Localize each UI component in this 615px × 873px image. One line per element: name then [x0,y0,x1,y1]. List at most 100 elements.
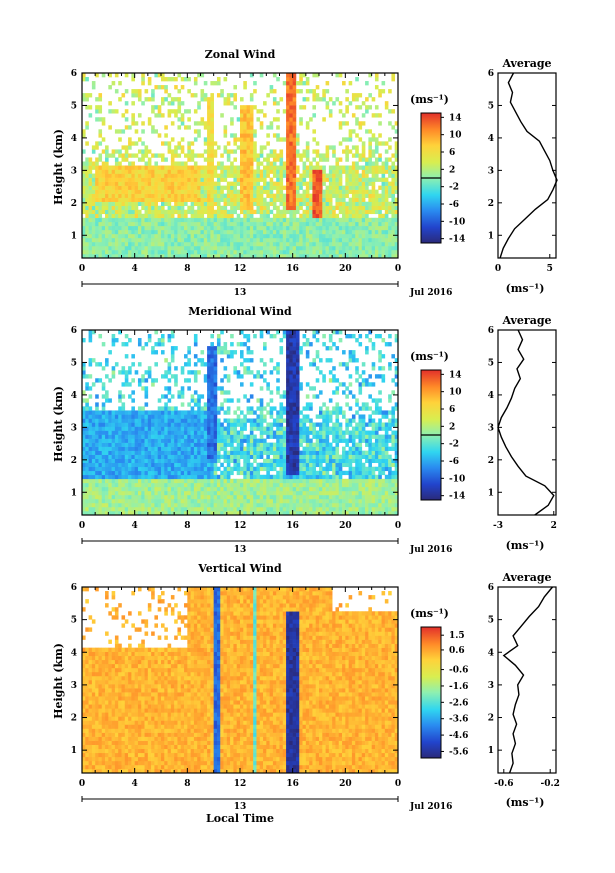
heatmap-cell [203,157,208,162]
heatmap-cell [338,237,343,243]
heatmap-cell [213,153,218,158]
heatmap-cell [200,466,205,472]
heatmap-cell [355,161,359,166]
heatmap-cell [144,185,149,190]
heatmap-cell [118,490,122,496]
heatmap-cell [325,249,330,255]
heatmap-cells [82,330,399,516]
heatmap-cell [180,77,185,82]
heatmap-cell [233,466,238,472]
heatmap-cell [161,245,165,251]
heatmap-cell [128,153,132,158]
heatmap-cell [345,205,349,211]
heatmap-cell [266,402,270,407]
heatmap-cell [141,430,145,435]
heatmap-cell [312,129,317,134]
heatmap-cell [164,490,168,496]
heatmap-cell [368,233,372,239]
heatmap-cell [210,197,214,202]
heatmap-cell [184,229,188,235]
heatmap-cell [378,205,382,211]
heatmap-cell [332,145,336,150]
heatmap-cell [361,237,366,243]
heatmap-cell [246,161,251,166]
heatmap-cell [151,89,155,94]
heatmap-cell [299,197,303,202]
heatmap-cell [266,241,270,247]
heatmap-cell [121,482,126,488]
heatmap-cell [174,502,178,508]
heatmap-cell [118,422,122,427]
heatmap-cell [118,482,122,488]
heatmap-cell [200,430,205,435]
heatmap-cell [111,502,116,508]
heatmap-cell [276,209,280,215]
heatmap-cell [124,458,129,464]
heatmap-cell [272,169,277,174]
heatmap-cell [309,193,313,198]
heatmap-cell [361,253,366,259]
heatmap-cell [328,209,333,215]
heatmap-cell [263,173,267,178]
heatmap-cell [312,225,317,231]
heatmap-cell [381,237,386,243]
heatmap-cell [276,370,280,375]
heatmap-cell [137,93,142,98]
heatmap-cell [190,474,195,480]
heatmap-cell [269,197,274,202]
heatmap-cell [246,454,251,459]
heatmap-cell [121,422,126,427]
heatmap-cell [101,161,106,166]
heatmap-cell [246,245,251,251]
heatmap-cell [210,205,214,211]
heatmap-cell [259,462,264,468]
heatmap-cell [249,225,254,231]
heatmap-cell [190,450,195,455]
heatmap-cell [184,362,188,367]
heatmap-cell [220,446,224,451]
heatmap-cell [361,221,366,227]
heatmap-cell [358,249,363,255]
heatmap-cell [184,233,188,239]
heatmap-cell [272,221,277,227]
heatmap-cell [88,498,93,504]
heatmap-cell [259,406,264,411]
heatmap-cell [174,462,178,468]
heatmap-cell [101,149,106,154]
heatmap-cell [203,137,208,142]
heatmap-cell [114,169,119,174]
heatmap-cell [207,486,211,492]
heatmap-cell [197,466,201,472]
heatmap-cell [141,77,145,82]
heatmap-cell [309,237,313,243]
heatmap-cell [276,362,280,367]
heatmap-cell [161,418,165,423]
heatmap-cell [358,173,363,178]
heatmap-cell [322,173,326,178]
heatmap-cell [184,153,188,158]
heatmap-cell [111,225,116,231]
heatmap-cell [230,490,234,496]
heatmap-cell [249,482,254,488]
heatmap-cell [394,233,399,239]
heatmap-cell [118,510,122,516]
heatmap-cell [381,217,386,223]
heatmap-cell [388,193,392,198]
heatmap-cell [177,390,182,395]
heatmap-cell [134,201,139,207]
heatmap-cell [374,221,379,227]
heatmap-cell [220,330,224,335]
heatmap-cell [358,121,363,126]
heatmap-cell [378,193,382,198]
heatmap-cell [88,213,93,219]
heatmap-cell [114,209,119,215]
heatmap-cell [243,193,247,198]
heatmap-cell [177,205,182,211]
heatmap-cell [345,225,349,231]
heatmap-cell [220,470,224,476]
heatmap-cell [121,342,126,347]
heatmap-cell [105,494,109,500]
heatmap-cell [230,197,234,202]
heatmap-cell [263,486,267,492]
heatmap-cell [381,165,386,170]
